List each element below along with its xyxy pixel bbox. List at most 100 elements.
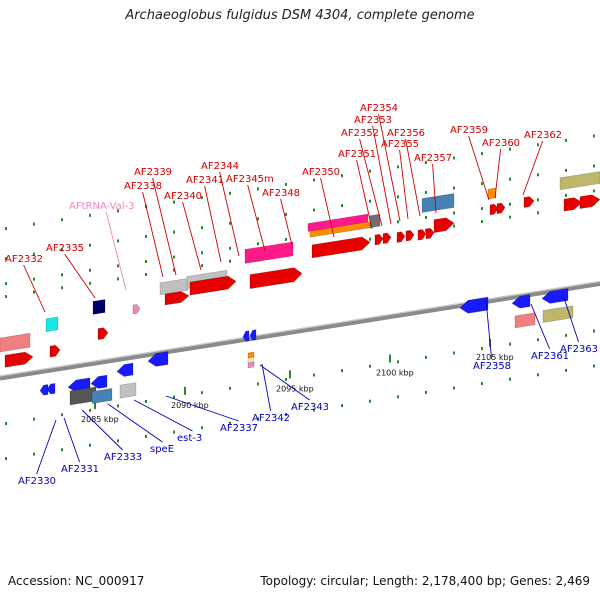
gene-forward — [417, 229, 427, 241]
gene-label-af2343: AF2343 — [291, 402, 329, 413]
accession-label: Accession: NC_000917 — [8, 574, 145, 588]
label-leader — [133, 399, 193, 432]
label-leader — [107, 403, 163, 443]
gene-label-af2341: AF2341 — [186, 175, 224, 186]
gene-label-af2351: AF2351 — [338, 149, 376, 160]
gene-label-af2332: AF2332 — [5, 254, 43, 265]
gene-label-aftrna-val-3: AFtRNA-Val-3 — [69, 201, 135, 212]
gene-forward — [523, 196, 535, 208]
gene-reverse — [249, 329, 257, 341]
gene-forward — [433, 217, 455, 233]
gene-label-af2335: AF2335 — [46, 243, 84, 254]
scale-label: 2100 kbp — [376, 369, 414, 378]
genome-title: Archaeoglobus fulgidus DSM 4304, complet… — [125, 8, 475, 23]
gene-label-af2348: AF2348 — [262, 188, 300, 199]
label-leader — [530, 303, 551, 350]
gene-forward — [244, 241, 294, 264]
gene-label-af2353: AF2353 — [354, 115, 392, 126]
scale-label: 2090 kbp — [171, 401, 209, 410]
gene-forward — [307, 213, 369, 232]
scale-label: 2105 kbp — [476, 353, 514, 362]
gene-label-est-3: est-3 — [177, 433, 202, 444]
gene-label-af2362: AF2362 — [524, 130, 562, 141]
gene-label-af2330: AF2330 — [18, 476, 56, 487]
gene-forward — [425, 227, 435, 240]
gene-reverse — [46, 382, 56, 395]
gene-forward — [97, 327, 109, 340]
scale-label: 2085 kbp — [81, 415, 119, 424]
label-leader — [63, 417, 81, 463]
label-leader — [494, 148, 502, 199]
label-leader — [359, 138, 383, 227]
gene-forward — [579, 194, 600, 210]
label-leader — [468, 135, 490, 201]
gene-reverse — [514, 312, 536, 329]
gene-reverse — [119, 382, 137, 399]
label-leader — [378, 113, 401, 222]
label-leader — [485, 299, 493, 360]
gene-forward — [249, 267, 303, 289]
gene-label-af2345m: AF2345m — [226, 174, 274, 185]
gene-forward — [559, 171, 600, 191]
gene-label-af2344: AF2344 — [201, 161, 239, 172]
gene-reverse — [542, 305, 574, 323]
gene-label-af2333: AF2333 — [104, 452, 142, 463]
gene-reverse — [147, 351, 169, 367]
gene-label-af2340: AF2340 — [164, 191, 202, 202]
gene-forward — [489, 203, 499, 216]
label-leader — [522, 140, 544, 196]
gene-label-af2361: AF2361 — [531, 351, 569, 362]
gene-label-spee: speE — [150, 444, 174, 455]
gene-forward — [159, 278, 189, 296]
gene-forward — [311, 236, 371, 259]
gene-reverse — [90, 374, 108, 389]
gene-reverse — [91, 388, 113, 404]
gene-forward — [405, 230, 415, 242]
label-leader — [247, 184, 266, 252]
label-leader — [64, 253, 96, 299]
scale-label: 2095 kbp — [276, 384, 314, 393]
gene-forward — [4, 351, 34, 368]
gene-forward — [396, 231, 406, 243]
gene-reverse — [247, 361, 255, 369]
label-leader — [261, 363, 272, 412]
label-leader — [152, 177, 177, 276]
label-leader — [320, 177, 335, 238]
gene-label-af2356: AF2356 — [387, 128, 425, 139]
gene-label-af2363: AF2363 — [560, 344, 598, 355]
label-leader — [259, 364, 310, 401]
gene-forward — [382, 232, 392, 245]
gene-label-af2331: AF2331 — [61, 464, 99, 475]
gene-forward — [189, 275, 237, 296]
label-leader — [399, 149, 409, 220]
gene-label-af2360: AF2360 — [482, 138, 520, 149]
gene-forward — [164, 291, 190, 306]
gene-forward — [92, 299, 106, 315]
gene-forward — [49, 344, 61, 358]
gene-label-af2350: AF2350 — [302, 167, 340, 178]
genome-backbone — [0, 281, 600, 381]
gene-forward — [0, 332, 31, 353]
label-leader — [405, 138, 421, 217]
gene-forward — [496, 202, 506, 215]
gene-reverse — [242, 330, 250, 342]
gene-label-af2357: AF2357 — [414, 153, 452, 164]
gene-reverse — [541, 288, 569, 304]
gene-forward — [563, 197, 583, 212]
label-leader — [182, 201, 202, 271]
gene-label-af2352: AF2352 — [341, 128, 379, 139]
gene-forward — [421, 193, 455, 213]
label-leader — [105, 211, 127, 291]
gene-label-af2359: AF2359 — [450, 125, 488, 136]
label-leader — [372, 125, 392, 225]
label-leader — [81, 409, 123, 451]
gene-label-af2355: AF2355 — [381, 139, 419, 150]
label-leader — [563, 297, 580, 343]
label-leader — [36, 419, 57, 475]
gene-label-af2354: AF2354 — [360, 103, 398, 114]
label-leader — [165, 395, 239, 422]
gene-reverse — [511, 294, 531, 309]
label-leader — [204, 185, 222, 263]
label-leader — [142, 191, 164, 278]
